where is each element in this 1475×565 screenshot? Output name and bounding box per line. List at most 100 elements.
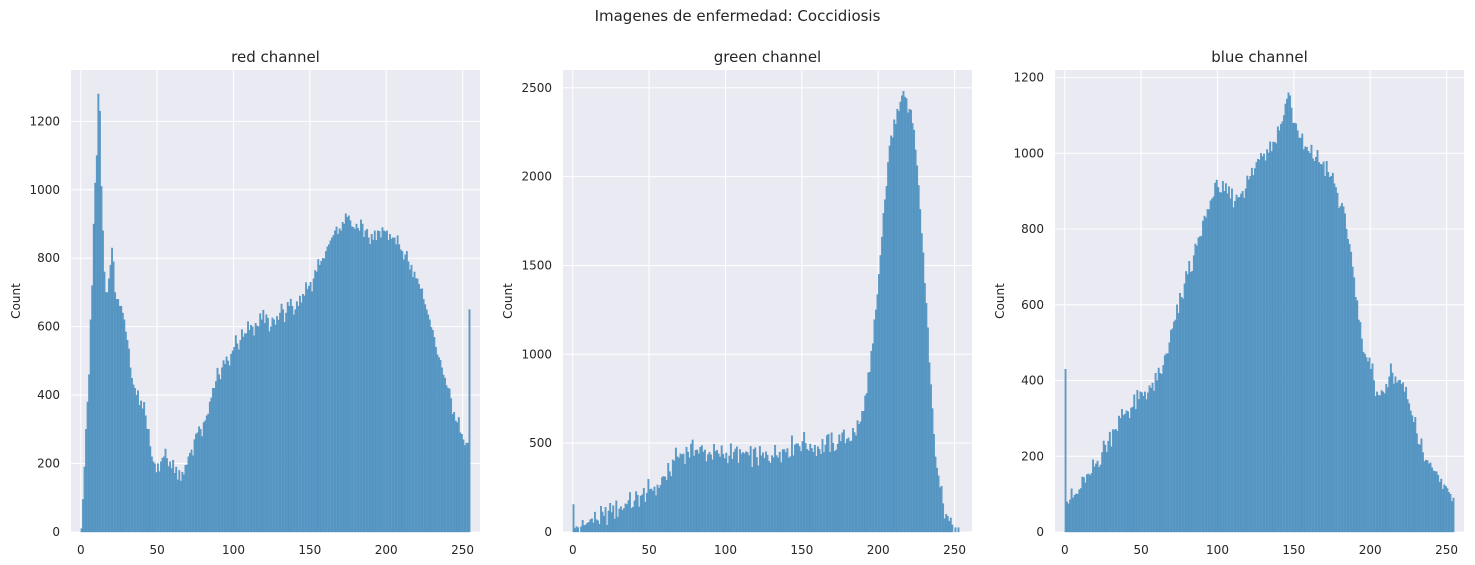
histogram-bar bbox=[913, 129, 916, 533]
histogram-bar bbox=[295, 301, 298, 533]
histogram-bar bbox=[354, 229, 356, 533]
histogram-bar bbox=[1452, 497, 1455, 533]
histogram-bar bbox=[1122, 415, 1125, 533]
histogram-bar bbox=[813, 444, 816, 533]
histogram-bar bbox=[153, 463, 156, 533]
histogram-bar bbox=[1078, 489, 1081, 533]
histogram-bar bbox=[355, 223, 358, 533]
histogram-bar bbox=[616, 516, 619, 533]
histogram-bar bbox=[800, 451, 803, 533]
histogram-bar bbox=[398, 244, 401, 533]
histogram-bar bbox=[1348, 244, 1351, 533]
histogram-bar bbox=[352, 227, 355, 533]
histogram-bar bbox=[911, 123, 914, 533]
histogram-bar bbox=[665, 479, 668, 533]
histogram-bar bbox=[933, 434, 935, 533]
histogram-bar bbox=[221, 367, 223, 533]
histogram-bar bbox=[615, 500, 618, 533]
y-tick-label: 1200 bbox=[29, 114, 60, 128]
histogram-bar bbox=[1302, 149, 1305, 533]
histogram-bar bbox=[1168, 342, 1171, 533]
histogram-bar bbox=[842, 429, 845, 533]
histogram-bar bbox=[670, 476, 673, 533]
x-tick-label: 150 bbox=[790, 543, 813, 557]
histogram-bar bbox=[1368, 357, 1371, 533]
histogram-bar bbox=[173, 473, 176, 533]
histogram-bar bbox=[1293, 122, 1296, 533]
histogram-bar bbox=[1171, 328, 1174, 533]
histogram-bar bbox=[1397, 380, 1400, 533]
histogram-bar bbox=[798, 446, 801, 533]
x-tick-label: 250 bbox=[943, 543, 966, 557]
histogram-bar bbox=[1087, 473, 1090, 533]
histogram-bar bbox=[230, 353, 233, 533]
histogram-bar bbox=[126, 340, 129, 533]
histogram-bar bbox=[321, 258, 324, 533]
histogram-bar bbox=[1347, 239, 1349, 533]
histogram-bar bbox=[82, 499, 84, 533]
histogram-bar bbox=[849, 441, 851, 533]
histogram-bar bbox=[300, 302, 303, 533]
y-tick-label: 400 bbox=[1021, 374, 1044, 388]
histogram-bar bbox=[97, 93, 100, 533]
histogram-bar bbox=[1362, 351, 1365, 533]
histogram-bar bbox=[823, 452, 825, 533]
histogram-bar bbox=[294, 309, 297, 533]
chart-title: blue channel bbox=[1211, 48, 1308, 66]
histogram-bar bbox=[948, 521, 951, 533]
histogram-bar bbox=[424, 304, 427, 533]
histogram-bar bbox=[1310, 144, 1313, 533]
histogram-bar bbox=[652, 490, 654, 533]
histogram-bar bbox=[103, 271, 106, 533]
histogram-bar bbox=[795, 443, 798, 533]
x-tick-label: 100 bbox=[1206, 543, 1229, 557]
histogram-bar bbox=[1096, 460, 1099, 533]
histogram-bar bbox=[1243, 197, 1246, 533]
histogram-bar bbox=[248, 329, 251, 533]
histogram-bar bbox=[1206, 209, 1209, 533]
histogram-bar bbox=[1399, 379, 1401, 533]
histogram-bar bbox=[1118, 415, 1120, 533]
histogram-bar bbox=[1371, 363, 1374, 533]
histogram-bar bbox=[890, 135, 893, 533]
x-tick-label: 100 bbox=[714, 543, 737, 557]
histogram-bar bbox=[1105, 451, 1108, 533]
y-tick-label: 2500 bbox=[521, 81, 552, 95]
histogram-bar bbox=[659, 485, 662, 533]
histogram-bar bbox=[1176, 304, 1178, 533]
histogram-bar bbox=[661, 477, 664, 533]
histogram-bar bbox=[1367, 361, 1369, 533]
histogram-bar bbox=[445, 385, 448, 533]
histogram-bar bbox=[907, 112, 909, 533]
x-tick-label: 200 bbox=[867, 543, 890, 557]
histogram-bar bbox=[282, 309, 285, 533]
histogram-bar bbox=[789, 456, 792, 533]
histogram-bar bbox=[1417, 443, 1420, 533]
histogram-bar bbox=[717, 453, 720, 533]
histogram-bar bbox=[401, 251, 404, 533]
histogram-bar bbox=[881, 236, 883, 533]
histogram-bar bbox=[150, 456, 153, 533]
histogram-bar bbox=[404, 254, 407, 533]
histogram-bar bbox=[231, 350, 234, 533]
histogram-bar bbox=[905, 98, 908, 533]
histogram-bar bbox=[642, 487, 645, 533]
histogram-bar bbox=[384, 231, 387, 533]
histogram-bar bbox=[641, 494, 644, 533]
histogram-bar bbox=[323, 258, 326, 533]
histogram-bar bbox=[94, 182, 97, 533]
histogram-bar bbox=[121, 312, 124, 533]
histogram-bar bbox=[158, 471, 161, 533]
histogram-bar bbox=[729, 443, 732, 533]
histogram-bar bbox=[410, 264, 413, 533]
histogram-bar bbox=[1391, 372, 1394, 533]
histogram-bar bbox=[1260, 153, 1262, 533]
histogram-bar bbox=[826, 435, 828, 533]
histogram-bar bbox=[937, 475, 940, 533]
histogram-bar bbox=[1069, 499, 1072, 533]
histogram-bar bbox=[1221, 181, 1224, 533]
histogram-bars bbox=[572, 91, 960, 533]
histogram-bar bbox=[268, 331, 271, 533]
histogram-bar bbox=[678, 457, 680, 533]
histogram-bar bbox=[632, 506, 635, 533]
